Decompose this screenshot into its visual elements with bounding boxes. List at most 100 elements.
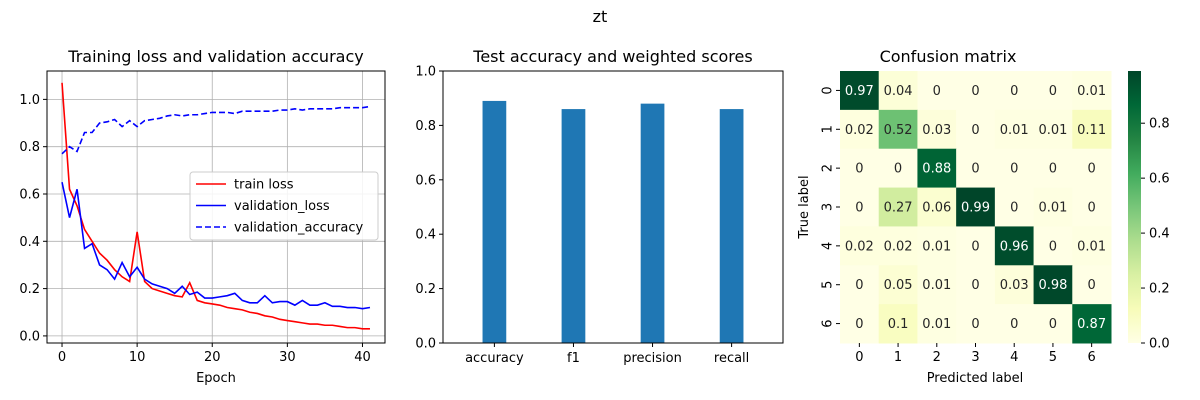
- x-tick-label: 2: [933, 350, 941, 365]
- cell-value: 0.87: [1077, 317, 1106, 332]
- matrix-cell: [994, 265, 1035, 305]
- matrix-cell: [840, 71, 880, 111]
- matrix-cell: [878, 265, 918, 305]
- matrix-cell: [917, 187, 957, 227]
- cell-value: 0.01: [1038, 201, 1067, 216]
- series-line-train loss: [61, 82, 370, 330]
- matrix-cell: [1033, 109, 1073, 150]
- colorbar-tick-label: 0.2: [1149, 282, 1170, 297]
- cell-value: 0: [1010, 317, 1018, 332]
- y-tick-label: 0.0: [19, 329, 40, 344]
- matrix-cell: [917, 71, 957, 111]
- cell-value: 0.02: [845, 123, 874, 138]
- matrix-cell: [994, 109, 1035, 150]
- cell-value: 0.97: [845, 84, 874, 99]
- matrix-cell: [878, 226, 918, 266]
- x-axis-label: Epoch: [196, 371, 236, 386]
- y-tick-label: 0.6: [415, 173, 436, 188]
- cell-value: 0.01: [922, 239, 951, 254]
- y-tick-label: 0.6: [19, 187, 40, 202]
- x-axis-label: Predicted label: [927, 371, 1024, 386]
- matrix-cell: [878, 148, 918, 189]
- cell-value: 0: [1010, 162, 1018, 177]
- y-tick-label: 0.8: [415, 119, 436, 134]
- y-tick-label: 1.0: [415, 65, 436, 80]
- matrix-cell: [956, 148, 996, 189]
- cell-value: 0: [1088, 278, 1096, 293]
- cell-value: 0.01: [1000, 123, 1029, 138]
- chart-title: Training loss and validation accuracy: [67, 47, 363, 66]
- plot-frame: [442, 70, 784, 344]
- matrix-cell: [1072, 187, 1112, 227]
- matrix-cell: [917, 148, 957, 189]
- matrix-cells: 0.97 0.04 0 0 0 0 0.01 0.02 0.52 0.03 0 0.01 0.01 0.1…: [840, 71, 1112, 344]
- y-axis-ticks: 0 1 2 3 4 5 6: [821, 86, 840, 328]
- cell-value: 0.88: [922, 162, 951, 177]
- cell-value: 0.96: [1000, 239, 1029, 254]
- cell-value: 0: [855, 317, 863, 332]
- cell-value: 0: [971, 162, 979, 177]
- bar-accuracy: [482, 100, 507, 343]
- cell-value: 0.11: [1077, 123, 1106, 138]
- matrix-cell: [1072, 109, 1112, 150]
- cell-value: 0: [1088, 201, 1096, 216]
- matrix-cell: [956, 304, 996, 344]
- loss-accuracy-chart: Training loss and validation accuracy 0 1…: [19, 47, 386, 386]
- x-tick-label: 3: [971, 350, 979, 365]
- cell-value: 0.01: [922, 278, 951, 293]
- cell-value: 0.04: [884, 84, 913, 99]
- figure-suptitle: zt: [593, 7, 608, 26]
- cell-value: 0: [855, 278, 863, 293]
- cell-value: 0: [1049, 84, 1057, 99]
- cell-value: 0.01: [1038, 123, 1067, 138]
- matrix-cell: [994, 226, 1035, 266]
- x-tick-label: 5: [1049, 350, 1057, 365]
- matrix-cell: [917, 109, 957, 150]
- matrix-cell: [1033, 187, 1073, 227]
- matrix-cell: [878, 187, 918, 227]
- cell-value: 0.01: [1077, 239, 1106, 254]
- cell-value: 0.27: [884, 201, 913, 216]
- y-tick-label: 6: [821, 319, 836, 327]
- cell-value: 0: [1049, 317, 1057, 332]
- matrix-cell: [1072, 71, 1112, 111]
- x-axis-ticks: 0 1 2 3 4 5 6: [855, 343, 1096, 365]
- x-axis-ticks: accuracy f1 precision recall: [465, 343, 749, 366]
- matrix-cell: [1033, 71, 1073, 111]
- cell-value: 0: [1049, 162, 1057, 177]
- chart-title: Test accuracy and weighted scores: [472, 47, 752, 66]
- cell-value: 0.98: [1038, 278, 1067, 293]
- y-tick-label: 2: [821, 164, 836, 172]
- cell-value: 0: [1010, 201, 1018, 216]
- bar-recall: [719, 109, 744, 343]
- matrix-cell: [956, 71, 996, 111]
- matrix-cell: [1072, 304, 1112, 344]
- y-tick-label: 1.0: [19, 93, 40, 108]
- y-tick-label: 0.2: [19, 282, 40, 297]
- cell-value: 0: [971, 84, 979, 99]
- series-line-validation_loss: [61, 181, 371, 310]
- cell-value: 0.03: [922, 123, 951, 138]
- plot-frame: [46, 70, 386, 344]
- cell-value: 0: [933, 84, 941, 99]
- matrix-cell: [840, 226, 880, 266]
- y-tick-label: 0.2: [415, 282, 436, 297]
- x-tick-label: 1: [894, 350, 902, 365]
- y-axis-ticks: 0.0 0.2 0.4 0.6 0.8 1.0: [415, 65, 443, 352]
- cell-value: 0: [1010, 84, 1018, 99]
- cell-value: 0.05: [884, 278, 913, 293]
- matrix-cell: [840, 265, 880, 305]
- legend-label: validation_loss: [234, 199, 330, 214]
- matrix-cell: [840, 187, 880, 227]
- matrix-cell: [1033, 148, 1073, 189]
- y-tick-label: 0.8: [19, 140, 40, 155]
- x-tick-label: precision: [623, 351, 682, 366]
- chart-title: Confusion matrix: [880, 47, 1017, 66]
- colorbar-fill: [1128, 71, 1141, 343]
- bar-precision: [640, 103, 665, 343]
- cell-value: 0: [855, 162, 863, 177]
- matrix-cell: [878, 71, 918, 111]
- matrix-cell: [994, 187, 1035, 227]
- y-tick-label: 5: [821, 281, 836, 289]
